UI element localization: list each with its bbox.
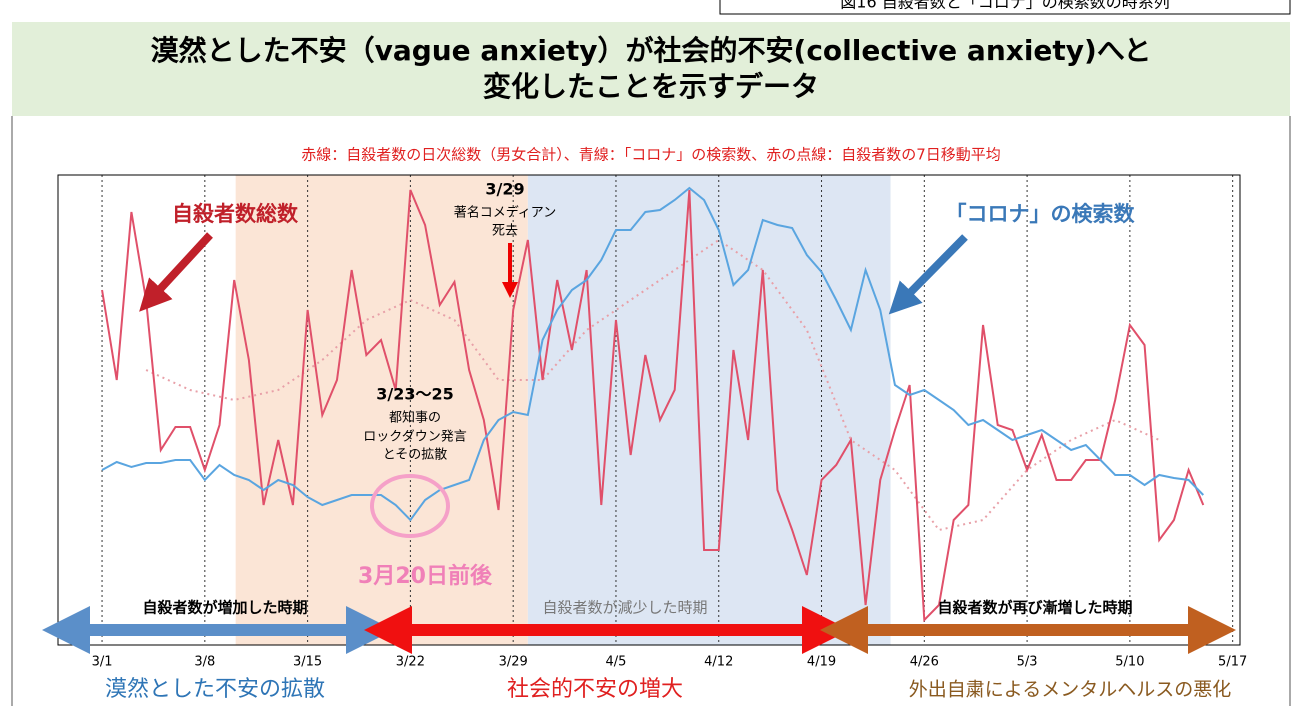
- phase-label: 漠然とした不安の拡散: [105, 677, 325, 702]
- subtitle: 赤線：自殺者数の日次総数（男女合計）、青線：「コロナ」の検索数、赤の点線：自殺者…: [301, 146, 1001, 164]
- annotation: 「コロナ」の検索数: [946, 202, 1136, 226]
- shaded-period: [527, 175, 891, 645]
- x-tick-label: 4/26: [910, 655, 939, 670]
- annotation: 死去: [492, 224, 518, 239]
- arrow: [888, 234, 968, 315]
- x-tick-label: 3/29: [499, 655, 528, 670]
- x-tick-label: 5/17: [1218, 655, 1247, 670]
- highlight-circle: [370, 474, 450, 538]
- series-line: [101, 189, 1205, 623]
- title: 変化したことを示すデータ: [483, 70, 819, 103]
- x-tick-label: 3/8: [194, 655, 215, 670]
- header-box: [719, 0, 1291, 15]
- title: 漠然とした不安（vague anxiety）が社会的不安(collective …: [151, 34, 1152, 67]
- annotation: 3/29: [485, 180, 524, 199]
- period-label: 自殺者数が再び漸増した時期: [937, 599, 1132, 617]
- series-line: [101, 186, 1205, 522]
- phase-label: 社会的不安の増大: [507, 677, 683, 702]
- annotation: 著名コメディアン: [454, 205, 557, 221]
- period-label: 自殺者数が増加した時期: [142, 599, 307, 617]
- x-tick-label: 3/15: [293, 655, 322, 670]
- x-tick-label: 4/19: [807, 655, 836, 670]
- annotation: とその拡散: [383, 448, 448, 463]
- plot: [101, 175, 1234, 645]
- shaded-period: [235, 175, 528, 645]
- header: 図16 自殺者数と「コロナ」の検索数の時系列: [840, 0, 1169, 12]
- x-tick-label: 5/3: [1017, 655, 1038, 670]
- x-tick-label: 3/22: [396, 655, 425, 670]
- x-tick-label: 4/12: [704, 655, 733, 670]
- title-box: [12, 22, 1290, 116]
- annotation: 都知事の: [389, 410, 441, 426]
- x-tick-label: 5/10: [1115, 655, 1144, 670]
- period-label: 自殺者数が減少した時期: [542, 599, 707, 617]
- x-tick-label: 3/1: [92, 655, 113, 670]
- annotation: 自殺者数総数: [172, 202, 299, 226]
- annotation: 3/23〜25: [376, 385, 454, 404]
- annotation: 3月20日前後: [358, 563, 493, 589]
- phase-label: 外出自粛によるメンタルヘルスの悪化: [909, 679, 1231, 701]
- arrow: [139, 232, 213, 312]
- series-line: [145, 238, 1160, 532]
- x-tick-label: 4/5: [606, 655, 627, 670]
- annotation: ロックダウン発言: [363, 430, 466, 445]
